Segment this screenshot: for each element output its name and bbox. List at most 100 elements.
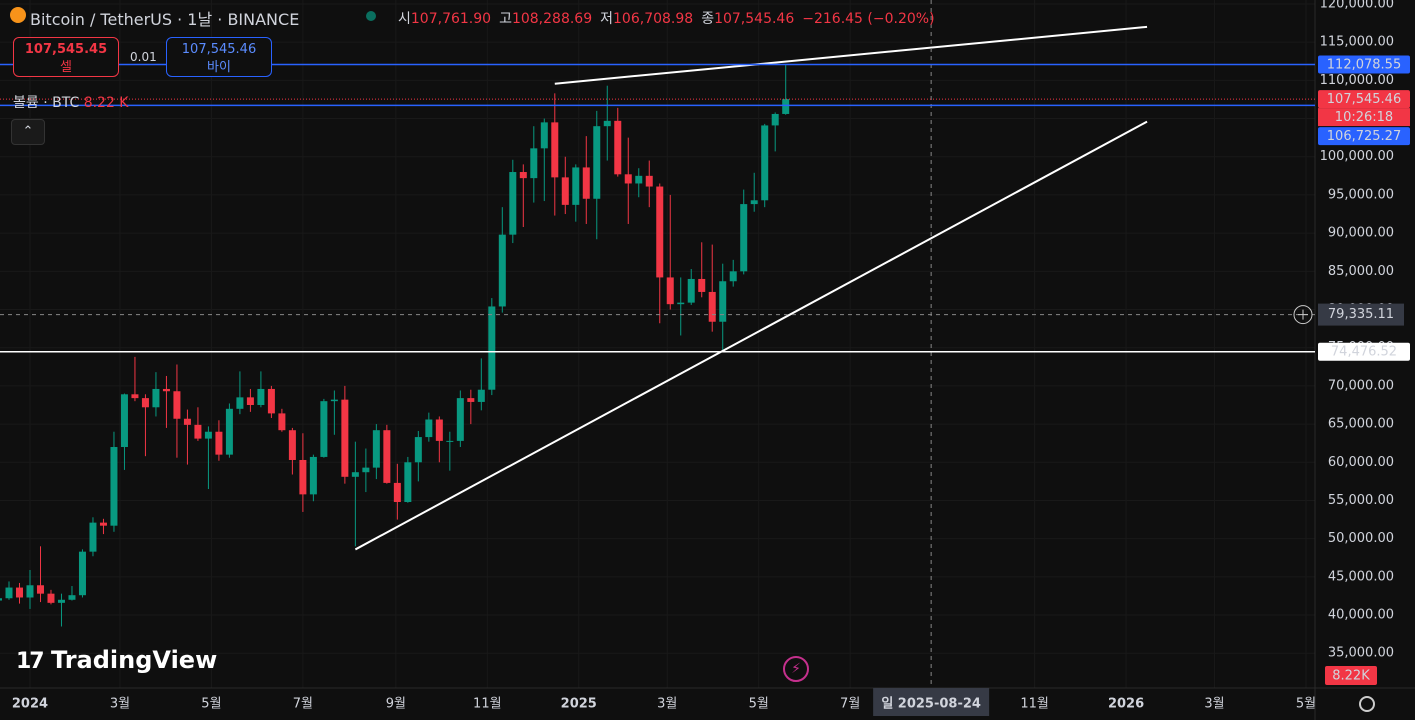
buy-button[interactable]: 107,545.46 바이 <box>166 37 272 77</box>
countdown: 10:26:18 <box>1335 110 1393 125</box>
y-tick-label: 100,000.00 <box>1320 149 1394 164</box>
candle-body <box>47 593 55 603</box>
buy-label: 바이 <box>207 60 231 75</box>
candle-body <box>708 291 716 322</box>
candle-body <box>110 447 118 526</box>
candle-body <box>624 174 632 184</box>
candle-body <box>750 200 758 205</box>
candle-body <box>498 234 506 307</box>
candle-body <box>0 598 3 601</box>
y-tick-label: 45,000.00 <box>1328 569 1394 584</box>
x-tick-label: 11월 <box>473 697 502 712</box>
candle-body <box>687 278 695 303</box>
candle-body <box>267 388 275 414</box>
volume-box <box>1325 666 1377 685</box>
x-tick-label: 2026 <box>1108 697 1144 712</box>
candle-body <box>488 306 496 390</box>
ohlc: 시107,761.90 고108,288.69 저106,708.98 종107,54… <box>398 8 943 28</box>
level-label: 107,545.46 <box>1327 92 1401 107</box>
add-icon <box>1298 309 1308 320</box>
candle-body <box>477 389 485 402</box>
candle-body <box>782 99 790 114</box>
candle-body <box>414 437 422 463</box>
candle-body <box>666 277 674 305</box>
change: −216.45 (−0.20%) <box>802 11 935 27</box>
logo-text: TradingView <box>50 646 218 674</box>
candle-body <box>572 167 580 205</box>
candle-body <box>341 399 349 477</box>
candle-body <box>551 122 559 178</box>
volume-value: 8.22 K <box>83 95 129 111</box>
candle-body <box>152 388 160 408</box>
y-tick-label: 115,000.00 <box>1320 35 1394 50</box>
y-tick-label: 110,000.00 <box>1320 73 1394 88</box>
candle-body <box>15 587 23 598</box>
x-tick-label: 5월 <box>201 697 221 712</box>
candle-body <box>183 418 191 425</box>
candle-body <box>320 401 328 457</box>
level-label: 106,725.27 <box>1327 129 1401 144</box>
level-box <box>1318 90 1410 109</box>
candle-body <box>204 431 212 439</box>
level-label: 74,476.52 <box>1331 345 1397 360</box>
candle-body <box>330 399 338 402</box>
volume-axis-label: 8.22K <box>1332 669 1370 684</box>
trendline <box>554 25 1148 85</box>
x-tick-label: 2024 <box>12 697 48 712</box>
x-tick-label: 2025 <box>561 697 597 712</box>
candle-body <box>729 271 737 282</box>
candle-body <box>78 551 86 596</box>
y-tick-label: 90,000.00 <box>1328 226 1394 241</box>
candle-body <box>393 482 401 503</box>
y-tick-label: 40,000.00 <box>1328 608 1394 623</box>
candle-body <box>656 186 664 278</box>
x-tick-label: 9월 <box>386 697 406 712</box>
candle-body <box>5 587 13 599</box>
crosshair-x-box <box>873 688 990 716</box>
sell-label: 셀 <box>60 60 72 75</box>
candle-body <box>540 122 548 149</box>
add-button <box>1293 305 1313 325</box>
candle-body <box>383 430 391 483</box>
candle-body <box>362 467 370 473</box>
candle-body <box>36 585 44 594</box>
symbol[interactable]: Bitcoin / TetherUS · 1날 · BINANCE <box>30 10 300 29</box>
ohlc-label: 시 <box>398 11 411 27</box>
level-box <box>1318 342 1410 361</box>
alert-icon[interactable]: ⚡ <box>783 656 809 682</box>
candle-body <box>173 391 181 419</box>
candle-body <box>309 456 317 495</box>
candle-body <box>425 419 433 438</box>
ohlc-label: 종 <box>701 11 715 27</box>
collapse-button[interactable]: ⌃ <box>11 119 45 145</box>
candle-body <box>456 398 464 441</box>
candle-body <box>299 459 307 495</box>
candle-body <box>519 172 527 179</box>
y-tick-label: 60,000.00 <box>1328 455 1394 470</box>
crosshair-y-label: 79,335.11 <box>1328 307 1394 322</box>
level-box <box>1318 127 1410 146</box>
candle-body <box>603 120 611 127</box>
candle-body <box>635 175 643 184</box>
y-tick-label: 35,000.00 <box>1328 646 1394 661</box>
ohlc-value: 107,545.46 <box>714 11 795 27</box>
logo: 𝟭𝟳 TradingView <box>16 646 218 674</box>
coin-icon <box>10 7 26 23</box>
candle-body <box>761 125 769 201</box>
level-label: 112,078.55 <box>1327 57 1401 72</box>
candle-body <box>593 126 601 199</box>
settings-icon[interactable] <box>1359 696 1375 712</box>
candle-body <box>771 113 779 126</box>
candle-body <box>645 175 653 187</box>
candle-body <box>351 472 359 477</box>
sell-button[interactable]: 107,545.45 셀 <box>13 37 119 77</box>
crosshair-x-label: 일 2025-08-24 <box>881 697 981 712</box>
candle-body <box>57 599 65 603</box>
candle-body <box>257 388 265 405</box>
buy-price: 107,545.46 <box>181 42 257 57</box>
ohlc-value: 106,708.98 <box>613 11 694 27</box>
candle-body <box>467 398 475 402</box>
candle-body <box>582 167 590 199</box>
candle-body <box>26 585 34 598</box>
